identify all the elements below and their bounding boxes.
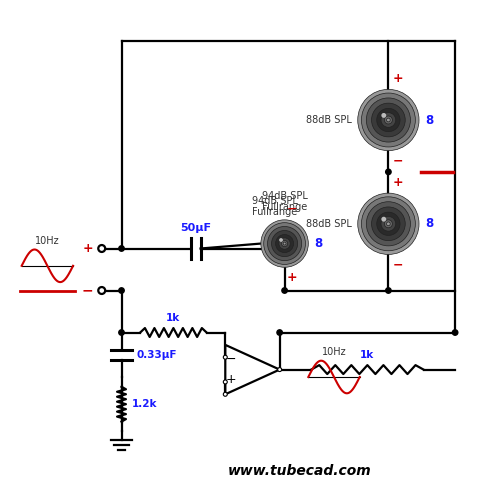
Circle shape <box>372 103 405 137</box>
Circle shape <box>272 231 297 256</box>
Circle shape <box>382 113 386 118</box>
Text: 88dB SPL: 88dB SPL <box>306 219 352 229</box>
Text: 1.2k: 1.2k <box>132 399 158 409</box>
Circle shape <box>282 241 288 247</box>
Circle shape <box>358 89 419 151</box>
Circle shape <box>376 212 400 236</box>
Circle shape <box>386 288 391 293</box>
Circle shape <box>224 355 228 359</box>
Circle shape <box>119 288 124 293</box>
Circle shape <box>264 223 306 264</box>
Circle shape <box>282 288 288 293</box>
Circle shape <box>358 193 419 254</box>
Text: +: + <box>82 242 93 255</box>
Text: −: − <box>392 258 403 271</box>
Circle shape <box>119 330 124 335</box>
Circle shape <box>268 227 302 260</box>
Text: 0.33μF: 0.33μF <box>136 350 177 360</box>
Circle shape <box>279 238 283 242</box>
Text: 8: 8 <box>425 113 433 127</box>
Circle shape <box>362 93 416 147</box>
Circle shape <box>376 108 400 132</box>
Text: +: + <box>226 373 236 387</box>
Circle shape <box>386 222 390 226</box>
Circle shape <box>372 207 405 241</box>
Circle shape <box>278 368 281 372</box>
Circle shape <box>384 116 392 124</box>
Circle shape <box>366 98 410 142</box>
Text: −: − <box>392 155 403 167</box>
Text: −: − <box>226 353 236 366</box>
Text: +: + <box>392 176 403 189</box>
Circle shape <box>283 242 286 245</box>
Circle shape <box>384 220 392 228</box>
Text: 94dB SPL
Fullrange: 94dB SPL Fullrange <box>262 191 308 212</box>
Circle shape <box>224 380 228 384</box>
Text: 88dB SPL: 88dB SPL <box>306 115 352 125</box>
Circle shape <box>386 118 390 122</box>
Text: 1k: 1k <box>360 350 374 360</box>
Circle shape <box>119 246 124 251</box>
Circle shape <box>362 197 416 251</box>
Circle shape <box>386 169 391 174</box>
Text: 50μF: 50μF <box>180 223 211 233</box>
Circle shape <box>381 113 396 127</box>
Circle shape <box>382 217 386 222</box>
Text: −: − <box>286 203 297 216</box>
Circle shape <box>98 287 105 294</box>
Circle shape <box>276 235 293 252</box>
Circle shape <box>261 220 308 267</box>
Text: +: + <box>286 271 297 284</box>
Text: 8: 8 <box>425 217 433 230</box>
Circle shape <box>381 216 396 231</box>
Circle shape <box>98 245 105 252</box>
Circle shape <box>366 202 410 246</box>
Text: 10Hz: 10Hz <box>35 236 59 246</box>
Circle shape <box>452 330 458 335</box>
Text: 10Hz: 10Hz <box>322 347 346 357</box>
Text: 94dB SPL
Fullrange: 94dB SPL Fullrange <box>252 196 298 217</box>
Circle shape <box>224 392 228 396</box>
Circle shape <box>277 330 282 335</box>
Text: +: + <box>392 73 403 85</box>
Text: −: − <box>81 283 93 298</box>
Text: 1k: 1k <box>166 313 180 323</box>
Text: 8: 8 <box>314 237 322 250</box>
Text: www.tubecad.com: www.tubecad.com <box>228 464 372 478</box>
Circle shape <box>279 238 290 249</box>
